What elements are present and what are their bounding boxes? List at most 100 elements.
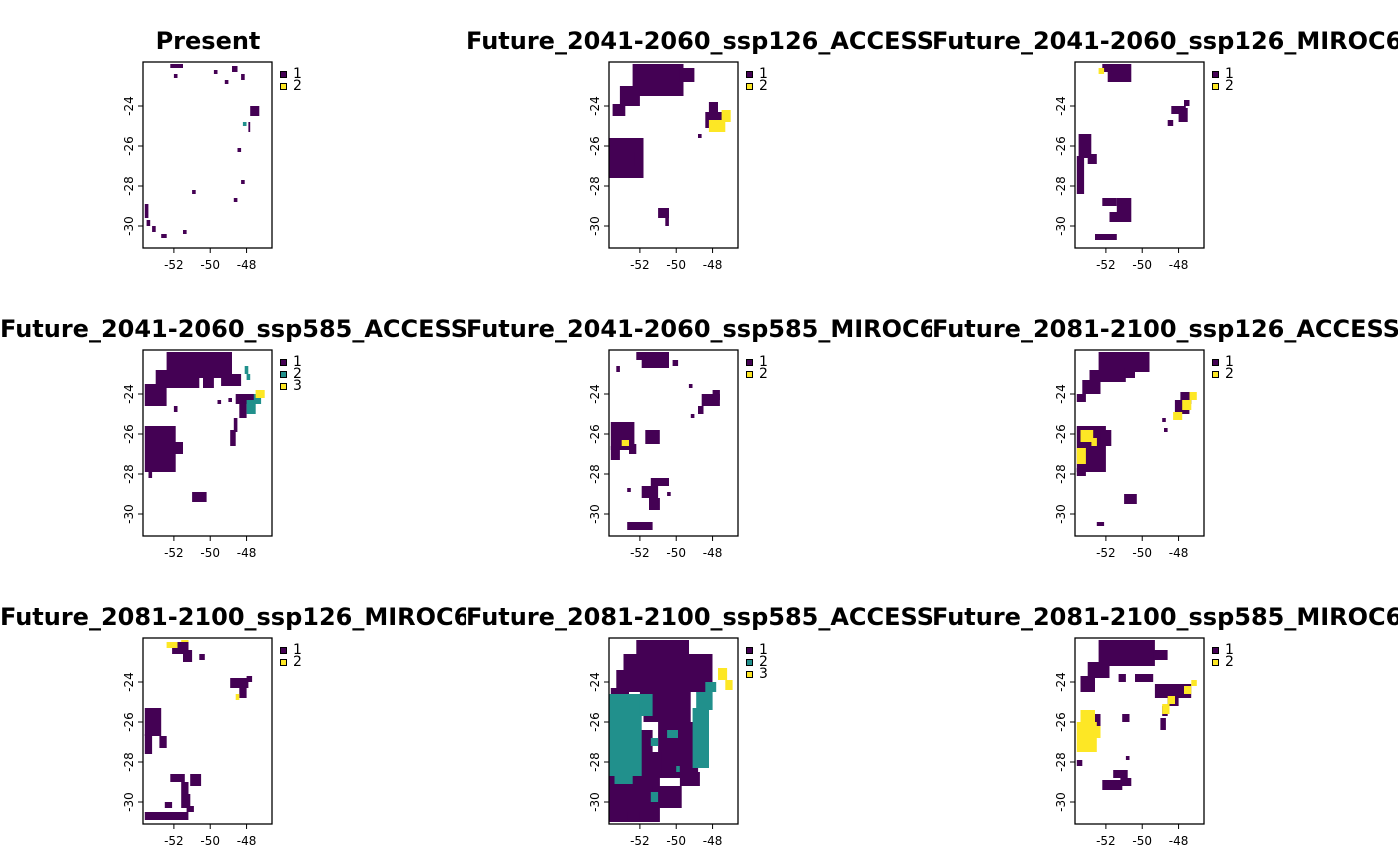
- y-tick-label: -24: [1054, 384, 1068, 404]
- legend-label: 2: [293, 366, 302, 382]
- raster-cell-class-2: [253, 394, 262, 404]
- raster-cell-class-1: [632, 64, 684, 96]
- y-tick-label: -30: [122, 504, 136, 524]
- y-tick-label: -24: [122, 384, 136, 404]
- legend-label: 2: [293, 654, 302, 670]
- map-plot: -52 -50 -48 -24 -26 -28 -30: [122, 61, 273, 272]
- raster-cell-class-1: [1124, 494, 1137, 504]
- raster-cell-class-1: [1135, 674, 1154, 682]
- legend-label: 1: [293, 66, 302, 82]
- raster-cell-class-1: [1100, 430, 1112, 446]
- y-tick-label: -26: [122, 424, 136, 444]
- legend-item: 2: [746, 367, 768, 381]
- legend-swatch: [1212, 646, 1219, 654]
- x-tick-label: -52: [164, 834, 184, 848]
- plot-frame: [142, 637, 273, 825]
- raster-cell-class-1: [190, 774, 202, 786]
- map-panel: -52 -50 -48 -24 -26 -28 -30 Future_2081-2100_ss…: [466, 576, 932, 864]
- legend-item: 1: [1212, 66, 1234, 82]
- legend-item: 1: [280, 642, 302, 658]
- y-tick-label: -30: [588, 792, 602, 812]
- raster-cell-class-1: [1102, 198, 1117, 206]
- legend-item: 1: [746, 642, 768, 658]
- raster-cell-class-1: [667, 492, 671, 496]
- raster-cell-class-2: [696, 692, 713, 710]
- raster-cell-class-1: [1096, 522, 1105, 526]
- raster-cell-class-1: [248, 122, 251, 132]
- raster-cell-class-1: [610, 446, 620, 460]
- raster-cell-class-1: [152, 226, 156, 232]
- map-plot: -52 -50 -48 -24 -26 -28 -30: [588, 61, 739, 272]
- x-tick-label: -50: [666, 546, 686, 560]
- raster-cell-class-3: [725, 680, 733, 690]
- legend-label: 1: [1225, 66, 1234, 82]
- raster-cell-class-2: [246, 374, 251, 380]
- legend-label: 1: [293, 642, 302, 658]
- raster-cell-class-1: [1113, 770, 1128, 778]
- raster-cell-class-1: [192, 492, 207, 502]
- legend-swatch: [280, 70, 287, 78]
- raster-cell-class-1: [636, 352, 646, 360]
- raster-cell-class-3: [1093, 726, 1101, 738]
- raster-cell-class-1: [183, 650, 193, 662]
- raster-cell-class-3: [1076, 448, 1086, 464]
- raster-cell-class-2: [639, 694, 653, 716]
- legend-item: 1: [280, 355, 302, 369]
- x-tick-label: -48: [703, 546, 723, 560]
- legend-label: 2: [1225, 654, 1234, 670]
- y-tick-label: -26: [122, 712, 136, 732]
- y-tick-label: -24: [588, 672, 602, 692]
- raster-cell-class-1: [1116, 198, 1132, 222]
- raster-cell-class-1: [679, 68, 695, 82]
- raster-cell-class-3: [1182, 400, 1192, 410]
- x-tick-label: -50: [666, 258, 686, 272]
- y-tick-label: -26: [1054, 136, 1068, 156]
- panel-title: Future_2041-2060_ssp585_MIROC6: [466, 315, 932, 343]
- legend-label: 1: [1225, 354, 1234, 370]
- raster-layer: [609, 640, 733, 822]
- legend-item: 2: [1212, 367, 1234, 381]
- raster-cell-class-1: [1164, 428, 1168, 432]
- raster-cell-class-1: [698, 406, 704, 414]
- raster-cell-class-1: [1122, 714, 1130, 722]
- raster-cell-class-1: [610, 688, 619, 694]
- legend-item: 2: [280, 654, 302, 670]
- x-tick-label: -48: [237, 546, 257, 560]
- raster-cell-class-2: [676, 766, 680, 772]
- legend-swatch: [746, 82, 753, 90]
- x-tick-label: -52: [1096, 258, 1116, 272]
- x-tick-label: -50: [200, 258, 220, 272]
- y-tick-label: -26: [588, 136, 602, 156]
- raster-cell-class-1: [688, 384, 693, 388]
- raster-cell-class-1: [612, 104, 626, 116]
- raster-cell-class-1: [1118, 674, 1126, 682]
- legend-label: 1: [759, 354, 768, 370]
- plot-frame: [1074, 637, 1205, 825]
- y-tick-label: -30: [122, 216, 136, 236]
- raster-cell-class-1: [627, 488, 631, 492]
- y-tick-label: -28: [122, 176, 136, 196]
- x-tick-label: -52: [164, 258, 184, 272]
- raster-cell-class-1: [1162, 418, 1166, 422]
- raster-cell-class-1: [155, 370, 200, 388]
- y-tick-label: -26: [588, 424, 602, 444]
- raster-cell-class-1: [144, 426, 176, 472]
- y-tick-label: -26: [1054, 424, 1068, 444]
- raster-layer: [144, 640, 253, 820]
- raster-cell-class-1: [1124, 368, 1135, 378]
- raster-cell-class-1: [192, 190, 196, 194]
- raster-cell-class-3: [1184, 686, 1192, 694]
- raster-cell-class-1: [1098, 640, 1155, 666]
- raster-cell-class-1: [144, 812, 189, 820]
- raster-cell-class-3: [721, 110, 731, 122]
- legend-label: 1: [759, 642, 768, 658]
- panel-title: Future_2041-2060_ssp585_ACCESS-CM2: [0, 315, 466, 343]
- x-tick-label: -50: [666, 834, 686, 848]
- raster-cell-class-1: [1125, 756, 1130, 760]
- raster-layer: [144, 352, 265, 502]
- x-tick-label: -48: [1169, 546, 1189, 560]
- raster-layer: [144, 64, 260, 238]
- raster-cell-class-1: [658, 208, 669, 218]
- raster-cell-class-1: [144, 384, 167, 406]
